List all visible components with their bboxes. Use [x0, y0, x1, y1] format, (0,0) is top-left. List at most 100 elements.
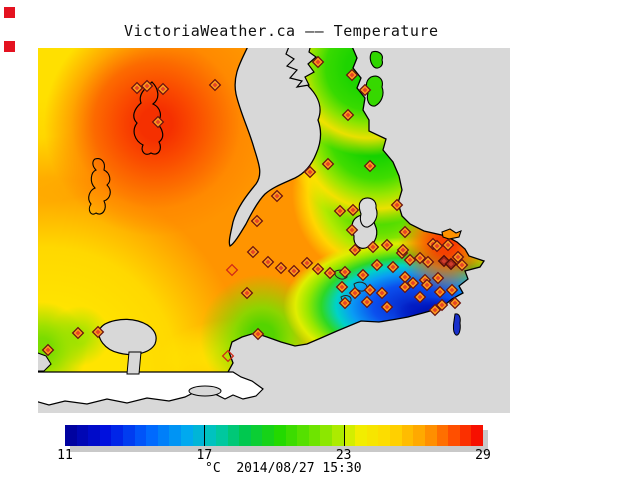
station-marker	[370, 258, 384, 272]
station-marker	[390, 198, 404, 212]
island-trial	[452, 313, 461, 336]
station-marker	[413, 290, 427, 304]
station-marker	[386, 260, 400, 274]
colorbar-caption: °C 2014/08/27 15:30	[205, 461, 362, 476]
station-marker	[208, 78, 222, 92]
station-marker	[441, 238, 455, 252]
page-title: VictoriaWeather.ca —— Temperature	[124, 22, 439, 40]
station-marker	[430, 239, 444, 253]
station-marker	[413, 251, 427, 265]
colorbar-cell	[262, 425, 274, 446]
colorbar-cell	[239, 425, 251, 446]
colorbar-label-29: 29	[475, 448, 491, 463]
colorbar-cell	[65, 425, 77, 446]
colorbar-cell	[192, 425, 205, 446]
colorbar-cell	[343, 425, 356, 446]
station-marker	[311, 262, 325, 276]
station-marker	[345, 223, 359, 237]
station-marker	[41, 343, 55, 357]
station-marker	[274, 261, 288, 275]
station-marker	[140, 79, 154, 93]
temperature-map	[38, 48, 510, 413]
station-marker	[433, 285, 447, 299]
station-marker	[358, 83, 372, 97]
colorbar-cell	[285, 425, 298, 446]
station-marker	[130, 81, 144, 95]
colorbar-label-11: 11	[57, 448, 73, 463]
red-marker-bottom	[4, 41, 15, 52]
colorbar-cell	[134, 425, 147, 446]
station-marker	[338, 296, 352, 310]
station-marker	[380, 238, 394, 252]
station-marker	[323, 266, 337, 280]
station-marker	[91, 325, 105, 339]
colorbar-cell	[146, 425, 158, 446]
station-marker	[380, 300, 394, 314]
station-marker	[420, 278, 434, 292]
timestamp: 2014/08/27 15:30	[236, 461, 362, 476]
colorbar-cell	[355, 425, 367, 446]
colorbar-cell	[169, 425, 182, 446]
station-markers	[41, 55, 469, 363]
colorbar-cell	[459, 425, 472, 446]
colorbar-cell	[378, 425, 391, 446]
colorbar-cell	[424, 425, 437, 446]
station-marker	[348, 286, 362, 300]
colorbar-cell	[215, 425, 228, 446]
red-marker-top	[4, 7, 15, 18]
station-marker	[360, 295, 374, 309]
water-haro-strait	[223, 48, 510, 413]
station-marker	[221, 349, 235, 363]
colorbar-tick	[204, 425, 206, 446]
colorbar-cell	[88, 425, 100, 446]
colorbar-cell	[157, 425, 170, 446]
water-sooke-mouth	[38, 352, 52, 372]
station-marker	[311, 55, 325, 69]
station-marker	[287, 264, 301, 278]
water-saanich-inlet	[228, 48, 322, 247]
station-marker	[398, 270, 412, 284]
station-marker	[431, 271, 445, 285]
island-james	[358, 197, 378, 228]
colorbar-cell	[123, 425, 135, 446]
station-marker	[428, 303, 442, 317]
station-marker	[333, 204, 347, 218]
colorbar-label-23: 23	[335, 448, 352, 463]
station-marker	[261, 255, 275, 269]
water-inlet-claw	[285, 48, 317, 88]
coastline-overlay	[38, 48, 510, 413]
station-marker	[455, 258, 469, 272]
colorbar-cell	[448, 425, 460, 446]
colorbar	[65, 425, 483, 446]
station-marker	[251, 327, 265, 341]
colorbar-cell	[273, 425, 286, 446]
station-marker	[363, 283, 377, 297]
harbour-outline-1	[333, 269, 348, 280]
station-marker	[444, 257, 458, 271]
station-marker	[396, 243, 410, 257]
colorbar-cell	[250, 425, 263, 446]
station-marker	[300, 256, 314, 270]
island-outline-saltspring	[133, 81, 164, 155]
station-marker	[303, 165, 317, 179]
colorbar-label-17: 17	[196, 448, 213, 463]
station-marker	[151, 115, 165, 129]
station-marker	[156, 82, 170, 96]
colorbar-cell	[111, 425, 124, 446]
colorbar-cell	[320, 425, 333, 446]
station-marker	[398, 225, 412, 239]
island-sidney-north	[369, 50, 383, 69]
island-discovery	[441, 228, 462, 240]
station-marker	[406, 276, 420, 290]
colorbar-cell	[332, 425, 344, 446]
station-marker	[338, 265, 352, 279]
colorbar-tick	[343, 425, 345, 446]
colorbar-cell	[436, 425, 449, 446]
station-marker	[435, 298, 449, 312]
colorbar-cell	[204, 425, 216, 446]
station-marker	[363, 159, 377, 173]
colorbar-cell	[308, 425, 321, 446]
station-marker	[348, 243, 362, 257]
colorbar-cell	[99, 425, 112, 446]
